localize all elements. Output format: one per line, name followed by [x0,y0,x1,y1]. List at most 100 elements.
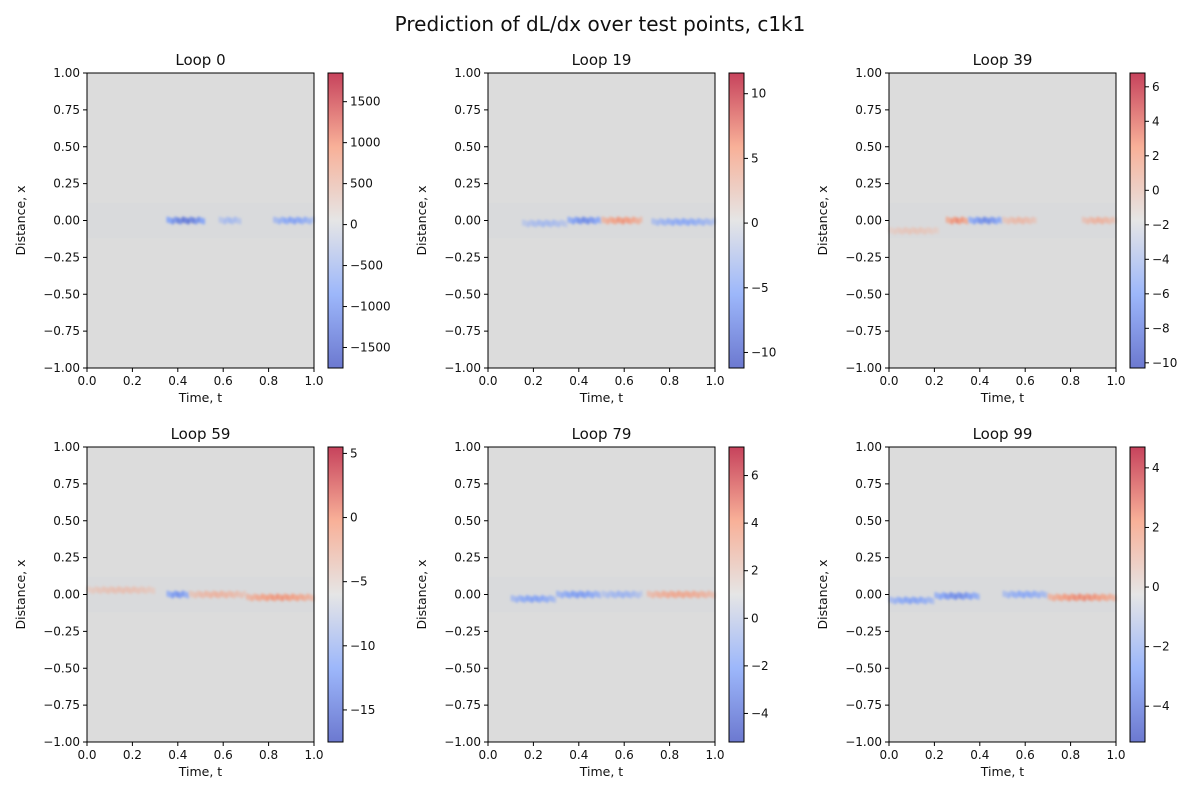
heatmap-cell [674,218,677,225]
heatmap-cell [1065,594,1069,601]
heatmap-cell [692,218,695,225]
heatmap-cell [1068,595,1071,602]
heatmap-cell [223,218,227,225]
heatmap-cell [171,218,175,225]
heatmap-cell [518,595,521,602]
colorbar-tick-label: 6 [751,469,759,483]
heatmap-feature [945,216,969,225]
y-tick-label: −0.50 [845,661,882,675]
heatmap-cell [1093,593,1096,600]
heatmap-cell [107,587,110,594]
heatmap-cell [588,591,592,598]
y-tick-label: 0.25 [53,551,80,565]
heatmap-cell [586,218,590,225]
heatmap-cell [236,217,239,224]
heatmap-cell [1084,217,1087,224]
heatmap-cell [669,218,672,225]
colorbar-tick-label: 1500 [350,95,381,109]
heatmap-cell [181,590,185,597]
heatmap-cell [559,219,563,226]
heatmap-cell [524,220,528,227]
heatmap-cell [614,592,617,599]
heatmap-cell [652,592,655,599]
heatmap-cell [293,218,297,225]
heatmap-cell [1063,593,1066,600]
heatmap-cell [577,217,580,224]
heatmap-cell [919,227,922,234]
heatmap-cell [593,590,597,597]
heatmap-cell [1002,216,1005,223]
y-axis-label: Distance, x [13,185,28,255]
heatmap-cell [586,590,589,597]
colorbar-frame [728,72,745,369]
heatmap-cell [596,216,600,223]
heatmap-cell [964,592,968,599]
heatmap-cell [553,596,557,603]
heatmap-feature [556,590,602,599]
y-tick-label: −1.00 [43,735,80,749]
colorbar-tick-label: 0 [751,216,759,230]
heatmap-cell [924,228,927,235]
heatmap-cell [995,218,998,225]
colorbar [328,447,343,742]
heatmap-cell [1019,217,1022,224]
heatmap-cell [963,217,966,224]
heatmap-cell [549,221,553,228]
heatmap-cell [1045,592,1048,599]
colorbar-tick-label: 10 [751,87,766,101]
x-tick-label: 0.2 [925,374,944,388]
colorbar-tick-label: −4 [1152,252,1170,266]
y-tick-label: −1.00 [444,735,481,749]
heatmap-cell [1090,595,1094,602]
heatmap-cell [632,216,635,223]
heatmap-cell [520,595,524,602]
heatmap-cell [288,595,292,602]
heatmap-cell [114,587,118,594]
heatmap-cell [955,217,959,224]
x-tick-label: 0.6 [615,374,634,388]
y-tick-label: −0.75 [43,698,80,712]
heatmap-cell [679,591,683,598]
heatmap-cell [1096,216,1099,223]
heatmap-cell [904,227,907,234]
heatmap-wash [889,576,1116,613]
heatmap-cell [948,217,951,224]
subplot-3: Loop 39 0.0 0.2 0.4 0.6 0.8 1.0 Time, t 1.00 0.75… [815,51,1177,405]
heatmap-cell [1081,216,1085,223]
y-tick-label: −0.25 [43,250,80,264]
heatmap-cell [1005,591,1008,598]
heatmap-cell [1103,216,1107,223]
subplot-6: Loop 99 0.0 0.2 0.4 0.6 0.8 1.0 Time, t 1.00 0.75… [815,425,1170,779]
heatmap-feature [1002,590,1048,599]
heatmap-cell [970,217,974,224]
subplot-title: Loop 0 [175,51,225,69]
colorbar-tick-label: −2 [1152,218,1170,232]
colorbar-tick-label: −5 [350,575,368,589]
colorbar-tick-label: 0 [1152,580,1160,594]
heatmap-cell [684,590,688,597]
heatmap-cell [942,592,945,599]
heatmap-cell [525,595,529,602]
heatmap-cell [558,591,562,598]
colorbar-tick-label: 5 [350,446,358,460]
heatmap-feature [601,216,643,225]
heatmap-cell [537,219,540,226]
subplot-title: Loop 99 [973,425,1033,443]
heatmap-cell [266,595,269,602]
heatmap-cell [251,595,254,602]
y-tick-label: 1.00 [53,66,80,80]
heatmap-cell [97,587,100,594]
heatmap-cell [240,592,244,599]
heatmap-feature [567,216,602,225]
heatmap-feature [245,593,314,602]
heatmap-cell [1010,590,1013,597]
x-tick-label: 0.4 [168,748,187,762]
colorbar-tick-label: 2 [1152,520,1160,534]
heatmap-cell [557,221,560,228]
heatmap-cell [1029,218,1032,225]
x-tick-label: 0.8 [660,748,679,762]
heatmap-cell [707,590,710,597]
heatmap-cell [664,591,668,598]
heatmap-cell [529,219,533,226]
heatmap-cell [1047,593,1051,600]
